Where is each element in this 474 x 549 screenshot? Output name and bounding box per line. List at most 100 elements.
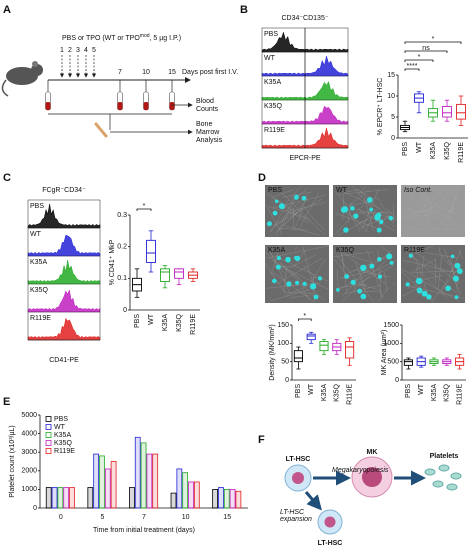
y-axis-label: % EPCR⁺ LT-HSC <box>377 78 384 136</box>
mk-cell <box>369 207 374 212</box>
y-tick-label: 50 <box>281 359 289 366</box>
outcome: Marrow <box>196 129 220 136</box>
texture <box>276 187 326 236</box>
texture <box>424 200 462 217</box>
x-tick-label: K35Q <box>176 313 183 331</box>
texture <box>333 251 373 258</box>
texture <box>405 245 461 284</box>
node-label: Platelets <box>430 453 459 460</box>
significance-label: * <box>432 36 435 43</box>
histogram-frame <box>27 199 101 341</box>
texture <box>458 249 463 259</box>
texture <box>264 263 286 294</box>
days-label: Days post first I.V. <box>182 69 238 76</box>
day-label: 15 <box>168 69 176 76</box>
mk-cell <box>379 219 384 225</box>
texture <box>283 291 314 294</box>
bar <box>188 481 194 509</box>
bar <box>140 442 147 509</box>
y-tick-label: 5 <box>391 114 395 121</box>
x-tick-label: R119E <box>458 142 465 163</box>
treatment-end: , 5 µg I.P.) <box>150 35 182 42</box>
texture <box>295 246 297 251</box>
texture <box>280 262 325 301</box>
mk-cell <box>272 278 277 284</box>
row-label: WT <box>30 231 42 238</box>
mk-cell <box>416 287 423 294</box>
mk-cell <box>377 274 383 279</box>
texture <box>357 212 391 214</box>
mk-cell <box>341 206 349 213</box>
mk-cell <box>454 262 461 269</box>
texture <box>348 201 366 207</box>
texture <box>299 192 320 229</box>
texture <box>374 196 381 202</box>
bar <box>170 492 177 509</box>
texture <box>410 259 436 273</box>
texture <box>272 259 302 281</box>
texture <box>294 209 303 231</box>
bar <box>182 472 189 509</box>
significance-label: * <box>303 313 306 320</box>
texture <box>406 184 444 211</box>
box <box>160 268 170 282</box>
blood <box>117 102 123 110</box>
texture <box>407 189 421 208</box>
texture <box>334 187 381 209</box>
texture <box>342 252 370 263</box>
x-tick-label: PBS <box>134 314 141 328</box>
texture <box>422 256 424 275</box>
mk-cell <box>386 253 393 260</box>
bar <box>176 468 183 509</box>
texture <box>342 257 390 302</box>
nucleus <box>362 467 382 487</box>
bar <box>129 487 135 509</box>
texture <box>406 207 457 232</box>
day-label: 10 <box>142 69 150 76</box>
texture <box>343 189 370 211</box>
texture <box>437 255 442 290</box>
texture <box>433 208 454 232</box>
texture <box>405 216 421 218</box>
texture <box>405 205 431 225</box>
texture <box>334 201 367 236</box>
x-tick-label: PBS <box>295 384 302 398</box>
texture <box>385 207 397 219</box>
texture <box>357 186 367 195</box>
y-axis-label: Density (MK/mm²) <box>269 324 276 380</box>
mk-cell <box>456 268 463 275</box>
texture <box>265 245 277 263</box>
texture <box>439 252 450 266</box>
histogram-x-label: CD41-PE <box>49 357 79 364</box>
texture <box>340 251 345 269</box>
texture <box>412 270 463 273</box>
treatment: PBS or TPO (WT or TPO <box>62 35 140 42</box>
mk-cell <box>302 281 307 286</box>
texture <box>284 285 308 297</box>
blood <box>169 102 175 110</box>
bar <box>193 481 200 509</box>
texture <box>272 198 323 227</box>
x-tick-label: 5 <box>100 514 104 521</box>
texture <box>415 245 434 255</box>
texture <box>267 206 309 219</box>
bar <box>235 490 242 509</box>
x-tick-label: PBS <box>402 142 409 156</box>
y-tick-label: 1000 <box>383 340 399 347</box>
mk-cell <box>350 206 355 211</box>
legend-label: K35A <box>54 432 71 439</box>
y-tick-label: 0 <box>123 307 127 314</box>
texture <box>359 277 366 292</box>
texture <box>292 201 327 211</box>
row-label: WT <box>264 55 276 62</box>
bar <box>134 436 141 509</box>
y-tick-label: 0 <box>33 505 37 512</box>
outcome: Counts <box>196 106 219 113</box>
arrow <box>304 491 322 511</box>
histogram <box>261 31 349 53</box>
mk-cell <box>274 199 279 204</box>
mk-cell <box>388 215 394 221</box>
x-tick-label: WT <box>418 383 425 395</box>
texture <box>359 210 395 232</box>
